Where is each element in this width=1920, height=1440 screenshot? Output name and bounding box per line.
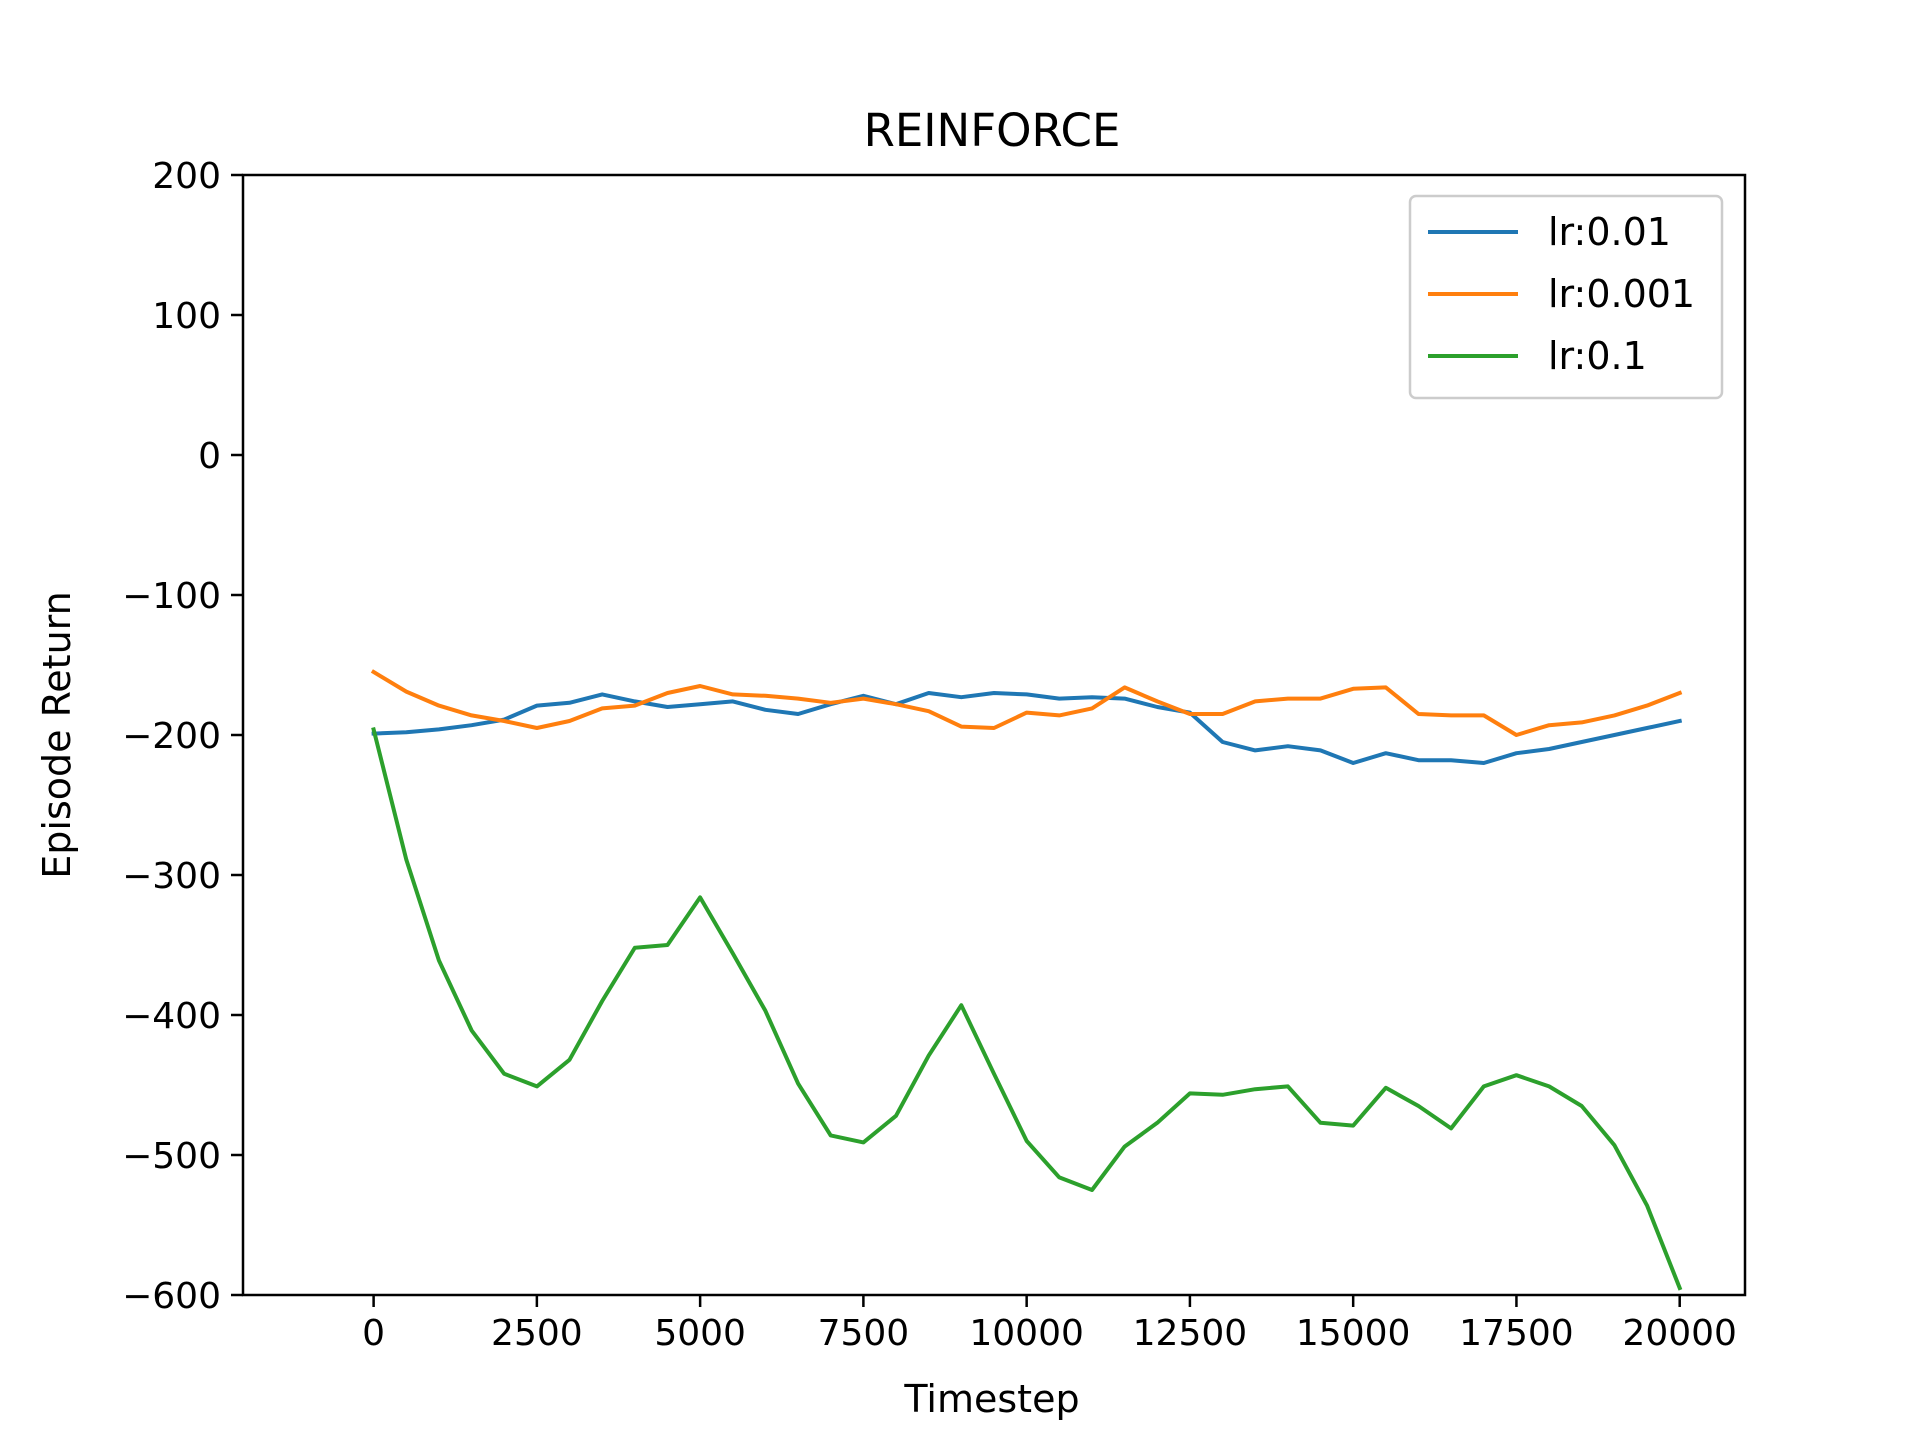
series-layer bbox=[370, 669, 1683, 1291]
x-tick-label: 15000 bbox=[1296, 1313, 1411, 1354]
x-tick-label: 17500 bbox=[1459, 1313, 1574, 1354]
x-tick-label: 12500 bbox=[1133, 1313, 1248, 1354]
legend-box bbox=[1408, 194, 1724, 400]
legend-label-0: lr:0.01 bbox=[1548, 210, 1671, 254]
y-axis-ticks: 200 100 0 −100 −200 −300 −400 −500 −600 bbox=[122, 156, 243, 1317]
chart-title: REINFORCE bbox=[864, 104, 1121, 157]
x-tick-label: 0 bbox=[362, 1313, 385, 1354]
x-tick-label: 7500 bbox=[818, 1313, 910, 1354]
y-tick-label: −500 bbox=[122, 1136, 221, 1177]
x-axis-label: Timestep bbox=[903, 1377, 1079, 1421]
legend-label-1: lr:0.001 bbox=[1548, 272, 1695, 316]
y-tick-label: 100 bbox=[152, 296, 221, 337]
y-tick-label: −300 bbox=[122, 856, 221, 897]
y-tick-label: −600 bbox=[122, 1276, 221, 1317]
series-line-2 bbox=[371, 726, 1683, 1291]
legend-label-2: lr:0.1 bbox=[1548, 334, 1647, 378]
x-tick-label: 10000 bbox=[969, 1313, 1084, 1354]
y-axis-label: Episode Return bbox=[35, 591, 79, 878]
legend: lr:0.01 lr:0.001 lr:0.1 bbox=[1408, 194, 1724, 400]
y-tick-label: −200 bbox=[122, 716, 221, 757]
y-tick-label: −100 bbox=[122, 576, 221, 617]
x-tick-label: 5000 bbox=[654, 1313, 746, 1354]
y-tick-label: 0 bbox=[198, 436, 221, 477]
y-tick-label: −400 bbox=[122, 996, 221, 1037]
y-tick-label: 200 bbox=[152, 156, 221, 197]
series-line-1 bbox=[370, 669, 1683, 737]
x-tick-label: 2500 bbox=[491, 1313, 583, 1354]
legend-items: lr:0.01 lr:0.001 lr:0.1 bbox=[1428, 210, 1695, 378]
series-line-0 bbox=[371, 691, 1683, 765]
x-tick-label: 20000 bbox=[1622, 1313, 1737, 1354]
x-axis-ticks: 0 2500 5000 7500 10000 12500 15000 17500 20000 bbox=[362, 1295, 1737, 1354]
